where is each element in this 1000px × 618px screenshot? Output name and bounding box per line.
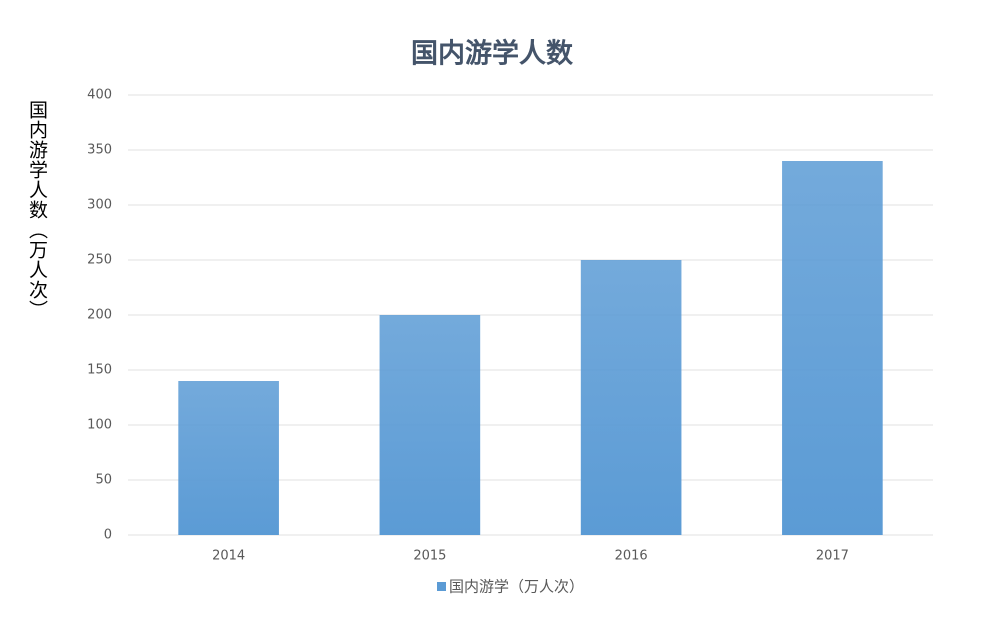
bar	[379, 315, 481, 535]
bar	[580, 260, 682, 535]
bar	[178, 381, 279, 535]
x-tick-label: 2016	[615, 549, 648, 564]
x-tick-label: 2014	[212, 549, 245, 564]
legend-swatch	[437, 582, 446, 591]
y-tick-label: 200	[87, 308, 112, 323]
y-tick-label: 400	[87, 88, 112, 103]
x-tick-label: 2015	[413, 549, 446, 564]
y-tick-label: 0	[104, 528, 112, 543]
y-tick-label: 50	[95, 473, 112, 488]
y-axis-label: 国内游学人数（万人次）	[26, 100, 48, 320]
chart-title: 国内游学人数	[411, 38, 574, 70]
y-tick-label: 150	[87, 363, 112, 378]
y-tick-label: 350	[87, 143, 112, 158]
bar	[782, 161, 883, 535]
x-tick-label: 2017	[816, 549, 849, 564]
y-tick-label: 100	[87, 418, 112, 433]
legend-label: 国内游学（万人次）	[449, 578, 584, 596]
y-tick-label: 300	[87, 198, 112, 213]
y-tick-label: 250	[87, 253, 112, 268]
